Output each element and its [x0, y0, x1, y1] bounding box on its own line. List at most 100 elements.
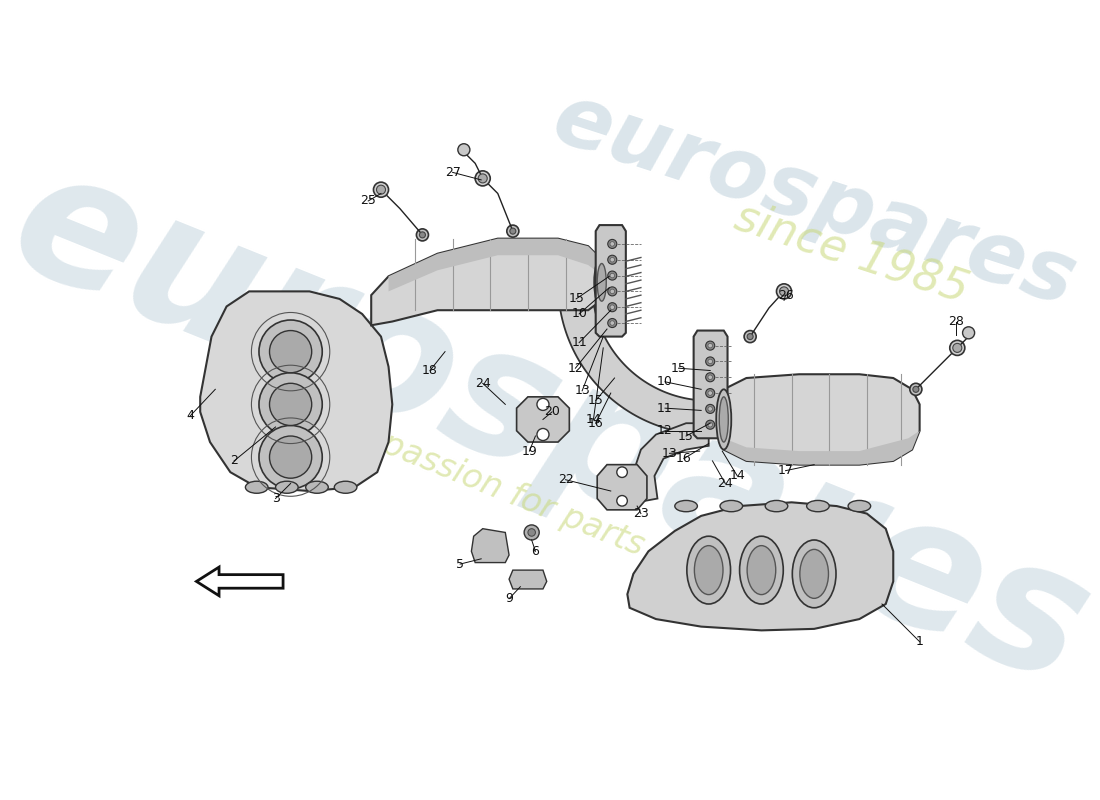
- Text: 4: 4: [187, 409, 195, 422]
- Circle shape: [417, 229, 429, 241]
- Circle shape: [258, 373, 322, 436]
- Circle shape: [258, 426, 322, 489]
- Circle shape: [608, 255, 617, 264]
- Polygon shape: [627, 502, 893, 630]
- Circle shape: [610, 242, 615, 246]
- Circle shape: [708, 375, 713, 379]
- Circle shape: [537, 429, 549, 441]
- Circle shape: [962, 326, 975, 339]
- Ellipse shape: [766, 501, 788, 512]
- Circle shape: [270, 330, 311, 373]
- Circle shape: [949, 340, 965, 355]
- Circle shape: [270, 436, 311, 478]
- Text: 26: 26: [778, 289, 793, 302]
- Text: 16: 16: [676, 452, 692, 465]
- Circle shape: [475, 171, 491, 186]
- Circle shape: [270, 383, 311, 426]
- Text: 11: 11: [657, 402, 673, 414]
- Circle shape: [910, 383, 922, 395]
- Circle shape: [608, 239, 617, 249]
- Text: 13: 13: [662, 447, 678, 460]
- Text: 9: 9: [505, 592, 513, 606]
- Polygon shape: [716, 374, 920, 465]
- Circle shape: [706, 341, 715, 350]
- Text: eurospares: eurospares: [542, 78, 1086, 325]
- Ellipse shape: [747, 546, 776, 594]
- Circle shape: [747, 334, 754, 339]
- Polygon shape: [634, 423, 708, 502]
- Text: 13: 13: [574, 384, 590, 398]
- Circle shape: [419, 232, 426, 238]
- Circle shape: [610, 305, 615, 310]
- Polygon shape: [472, 529, 509, 562]
- Text: 18: 18: [422, 364, 438, 377]
- Circle shape: [376, 185, 385, 194]
- Text: 19: 19: [521, 445, 537, 458]
- Circle shape: [458, 144, 470, 156]
- Text: 22: 22: [558, 474, 573, 486]
- Circle shape: [706, 404, 715, 414]
- Circle shape: [953, 343, 961, 353]
- Ellipse shape: [848, 501, 871, 512]
- Circle shape: [528, 529, 536, 536]
- Text: a passion for parts since 1985: a passion for parts since 1985: [349, 415, 828, 634]
- Polygon shape: [509, 570, 547, 589]
- Ellipse shape: [800, 550, 828, 598]
- Circle shape: [777, 284, 792, 299]
- Circle shape: [608, 302, 617, 312]
- Ellipse shape: [334, 482, 356, 494]
- Text: eurospares: eurospares: [0, 132, 1100, 722]
- Circle shape: [507, 225, 519, 237]
- Circle shape: [913, 386, 918, 392]
- Text: 3: 3: [272, 492, 279, 505]
- Circle shape: [708, 406, 713, 411]
- Circle shape: [708, 343, 713, 348]
- Ellipse shape: [720, 501, 742, 512]
- Polygon shape: [596, 225, 626, 337]
- Ellipse shape: [792, 540, 836, 608]
- Circle shape: [708, 359, 713, 364]
- Circle shape: [258, 320, 322, 383]
- Circle shape: [537, 398, 549, 410]
- Text: 24: 24: [717, 477, 733, 490]
- Text: 15: 15: [671, 362, 686, 374]
- Ellipse shape: [245, 482, 268, 494]
- Text: 11: 11: [571, 336, 587, 349]
- Circle shape: [610, 274, 615, 278]
- Ellipse shape: [694, 546, 723, 594]
- Circle shape: [780, 287, 789, 296]
- Text: 25: 25: [361, 194, 376, 207]
- Circle shape: [617, 467, 627, 478]
- Circle shape: [706, 373, 715, 382]
- Circle shape: [478, 174, 487, 183]
- Ellipse shape: [674, 501, 697, 512]
- Circle shape: [608, 271, 617, 280]
- Circle shape: [617, 495, 627, 506]
- Polygon shape: [200, 291, 393, 491]
- Ellipse shape: [594, 257, 609, 308]
- Circle shape: [608, 318, 617, 327]
- Text: 27: 27: [444, 166, 461, 179]
- Text: 23: 23: [632, 507, 649, 520]
- Circle shape: [708, 422, 713, 427]
- Ellipse shape: [686, 536, 730, 604]
- Circle shape: [706, 389, 715, 398]
- Text: 2: 2: [230, 454, 238, 467]
- Polygon shape: [724, 430, 920, 465]
- Text: 10: 10: [571, 307, 587, 321]
- Ellipse shape: [306, 482, 328, 494]
- Text: 24: 24: [475, 377, 491, 390]
- Text: 28: 28: [948, 315, 964, 328]
- Circle shape: [610, 289, 615, 294]
- Ellipse shape: [719, 397, 728, 442]
- Ellipse shape: [806, 501, 829, 512]
- Text: 20: 20: [544, 406, 560, 418]
- Text: 16: 16: [587, 417, 604, 430]
- Text: 1: 1: [915, 635, 924, 648]
- Text: 14: 14: [585, 413, 602, 426]
- Ellipse shape: [275, 482, 298, 494]
- Polygon shape: [371, 238, 603, 326]
- Text: 15: 15: [679, 430, 694, 442]
- Circle shape: [744, 330, 756, 342]
- Polygon shape: [558, 284, 708, 434]
